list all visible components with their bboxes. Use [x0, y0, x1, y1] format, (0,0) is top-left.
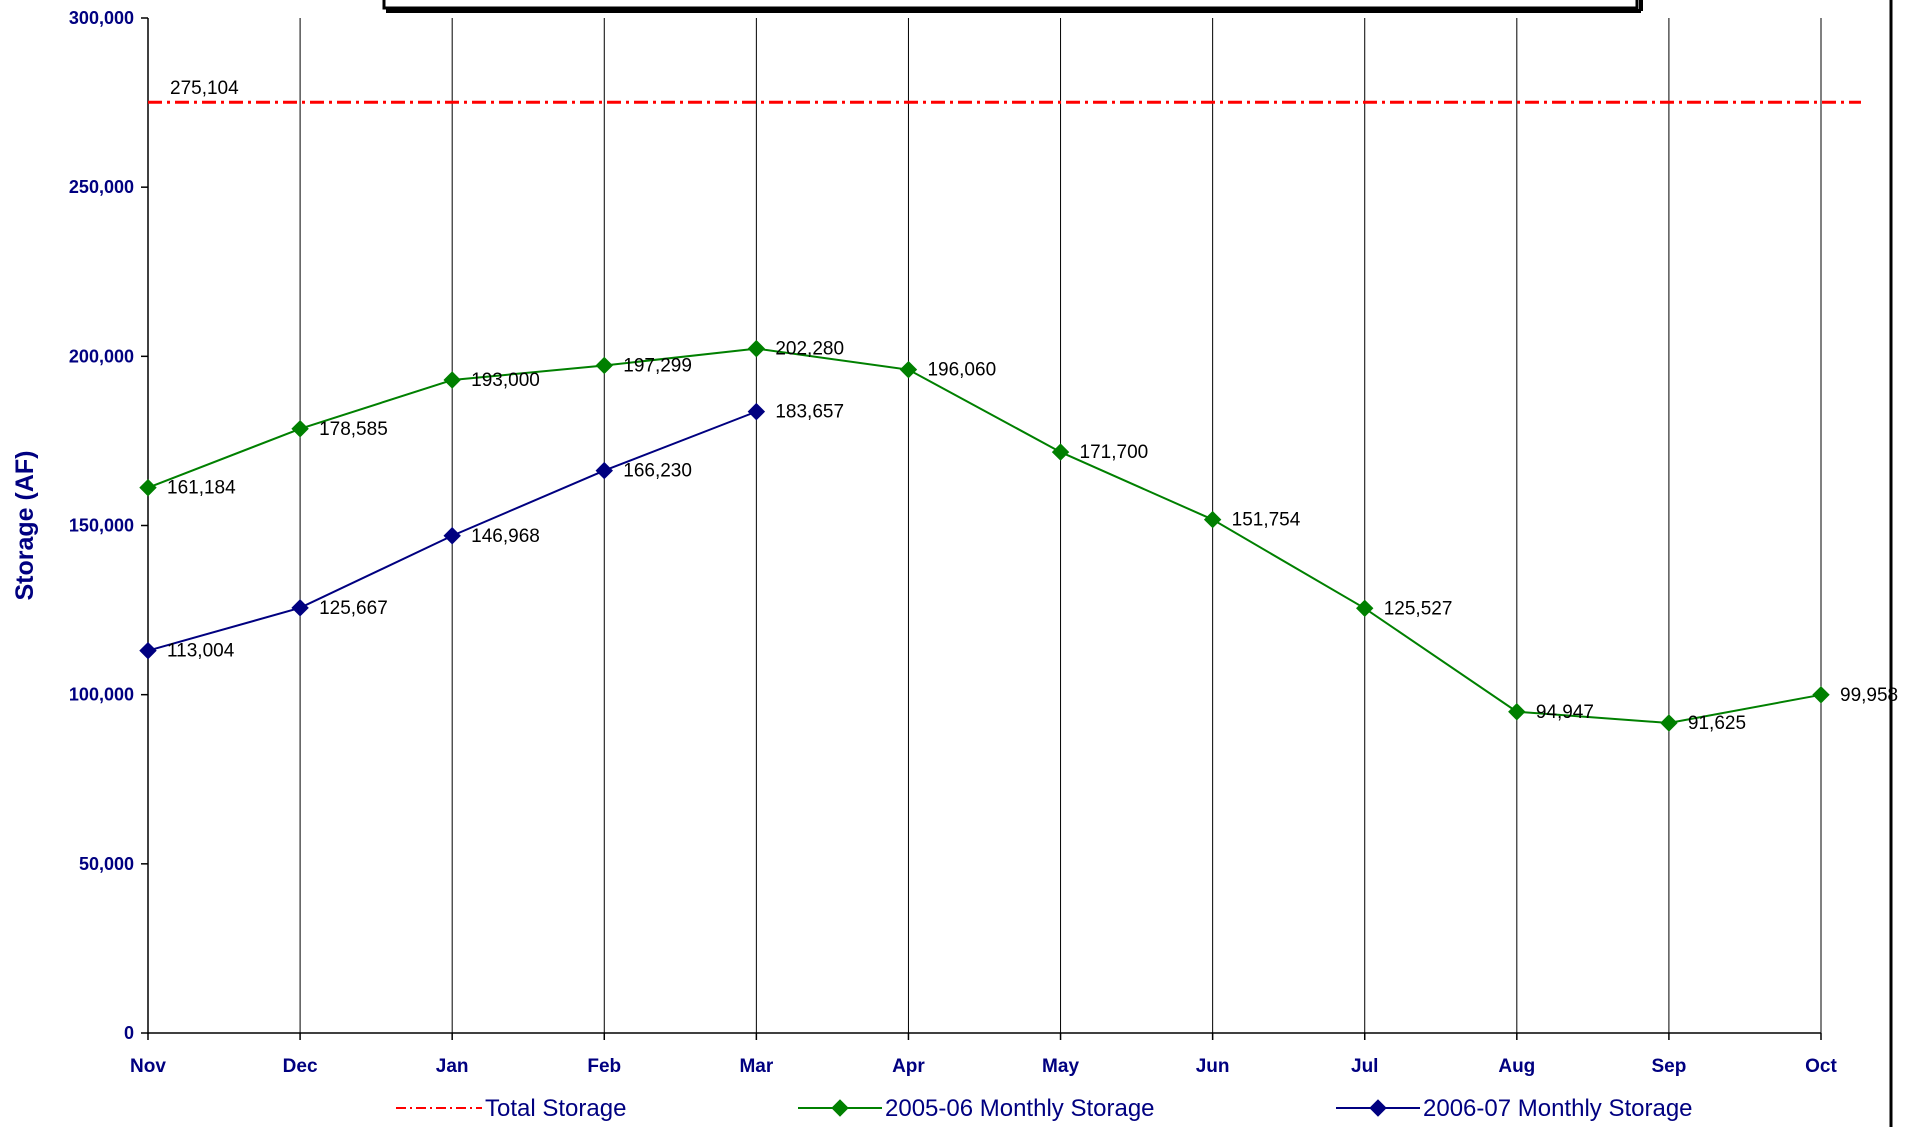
data-point — [1203, 510, 1222, 529]
data-point — [1508, 703, 1526, 721]
data-point — [1051, 443, 1070, 461]
data-label: 202,280 — [775, 339, 844, 360]
series-1 — [139, 339, 1830, 732]
data-point — [291, 420, 309, 438]
y-tick-label: 200,000 — [69, 346, 134, 366]
data-point — [595, 461, 613, 480]
x-tick-label-feb: Feb — [587, 1056, 621, 1077]
legend-item-0: Total Storage — [396, 1095, 626, 1122]
data-label: 193,000 — [471, 370, 540, 391]
y-tick-label: 150,000 — [69, 516, 134, 536]
data-label: 125,667 — [319, 598, 388, 619]
data-point — [1356, 599, 1374, 618]
data-point — [443, 527, 461, 545]
x-tick-label-oct: Oct — [1805, 1056, 1837, 1077]
legend-label: 2006-07 Monthly Storage — [1423, 1095, 1693, 1122]
legend-item-2: 2006-07 Monthly Storage — [1336, 1095, 1693, 1122]
data-label: 94,947 — [1536, 702, 1594, 723]
x-tick-label-jan: Jan — [436, 1056, 469, 1077]
x-tick-label-jul: Jul — [1351, 1056, 1378, 1077]
y-axis-label: Storage (AF) — [11, 451, 39, 601]
y-ticks: 0 50,000 100,000 150,000 200,000 250,000 300,0… — [69, 8, 148, 1043]
y-tick-label: 250,000 — [69, 177, 134, 197]
data-point — [899, 360, 918, 379]
data-label: 166,230 — [623, 461, 692, 482]
data-point — [595, 356, 613, 375]
data-label: 151,754 — [1232, 510, 1301, 531]
series-layer — [139, 100, 1861, 732]
series-line — [147, 347, 1822, 725]
data-point — [139, 641, 157, 660]
series-2 — [139, 402, 766, 660]
legend-marker — [1369, 1099, 1387, 1117]
data-label-total-storage: 275,104 — [170, 78, 239, 99]
legend-label: 2005-06 Monthly Storage — [885, 1095, 1155, 1122]
legend-label: Total Storage — [485, 1095, 626, 1122]
data-point — [443, 371, 461, 389]
title-box-frame — [382, 0, 1639, 10]
x-tick-label-nov: Nov — [130, 1056, 166, 1077]
x-tick-label-dec: Dec — [283, 1056, 318, 1077]
data-point — [1812, 686, 1830, 704]
y-tick-label: 300,000 — [69, 8, 134, 28]
data-label: 196,060 — [927, 360, 996, 381]
y-tick-label: 0 — [124, 1023, 134, 1043]
data-point — [291, 599, 309, 617]
legend-marker — [831, 1099, 849, 1117]
data-labels: 275,104 161,184 178,585 193,000 197,299 202,2… — [167, 78, 1898, 734]
legend-item-1: 2005-06 Monthly Storage — [798, 1095, 1155, 1122]
data-point — [747, 402, 766, 421]
data-point — [139, 478, 157, 497]
data-point — [1660, 714, 1678, 732]
data-label: 178,585 — [319, 419, 388, 440]
data-label: 171,700 — [1080, 442, 1149, 463]
data-label: 197,299 — [623, 355, 692, 376]
x-tick-label-sep: Sep — [1651, 1056, 1686, 1077]
data-label: 91,625 — [1688, 713, 1746, 734]
data-label: 125,527 — [1384, 598, 1453, 619]
x-tick-label-jun: Jun — [1196, 1056, 1230, 1077]
data-label: 99,958 — [1840, 685, 1898, 706]
data-label: 146,968 — [471, 526, 540, 547]
x-tick-label-mar: Mar — [739, 1056, 773, 1077]
grid-lines — [147, 18, 1822, 1033]
data-label: 113,004 — [167, 641, 235, 662]
axes — [147, 18, 1821, 1034]
data-point — [747, 339, 766, 358]
data-label: 161,184 — [167, 478, 236, 499]
y-tick-label: 100,000 — [69, 685, 134, 705]
x-ticks: Nov Dec Jan Feb Mar Apr May Jun Jul Aug Sep Oct — [130, 1033, 1838, 1077]
x-tick-label-apr: Apr — [892, 1056, 925, 1077]
data-label: 183,657 — [775, 402, 844, 423]
x-tick-label-aug: Aug — [1498, 1056, 1535, 1077]
y-tick-label: 50,000 — [79, 854, 134, 874]
x-tick-label-may: May — [1042, 1056, 1079, 1077]
legend: Total Storage 2005-06 Monthly Storage 2006… — [396, 1095, 1693, 1122]
